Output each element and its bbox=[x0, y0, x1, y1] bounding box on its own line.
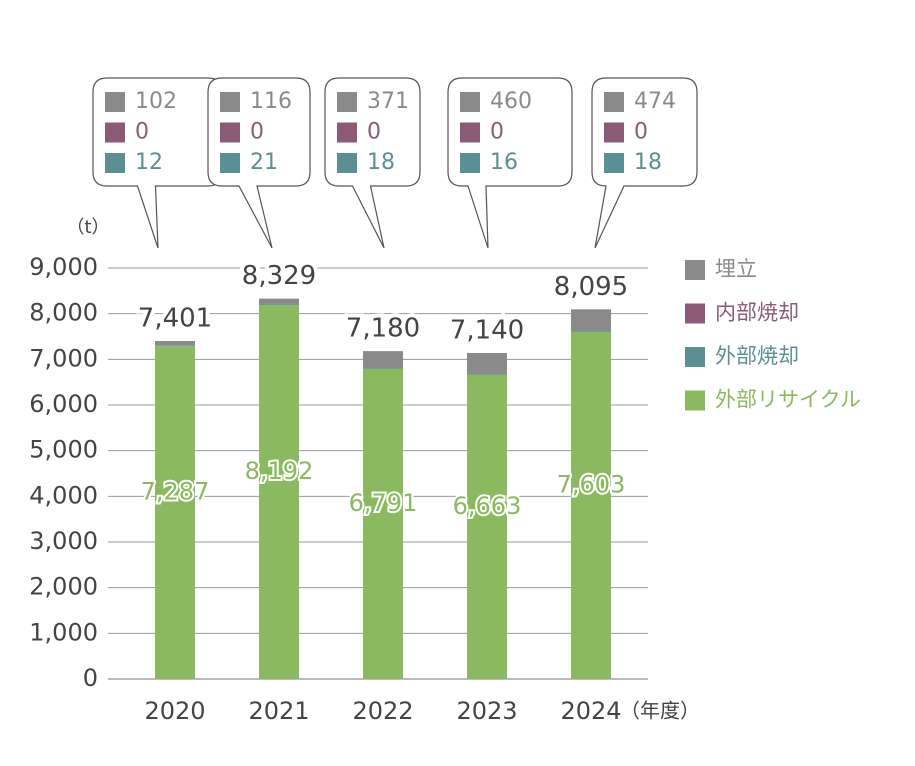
callout-swatch bbox=[337, 92, 357, 112]
bar-segment bbox=[571, 309, 611, 331]
legend-label: 埋立 bbox=[715, 257, 757, 281]
total-label: 8,095 bbox=[554, 272, 628, 302]
callout-value: 18 bbox=[367, 150, 395, 175]
callout-value: 0 bbox=[367, 120, 381, 145]
x-tick-label: 2024 bbox=[560, 697, 621, 725]
legend-swatch bbox=[685, 260, 705, 280]
bar-segment bbox=[363, 368, 403, 369]
y-tick-label: 9,000 bbox=[29, 253, 98, 281]
value-label: 8,192 bbox=[245, 457, 314, 485]
callout-swatch bbox=[220, 92, 240, 112]
total-label: 7,180 bbox=[346, 314, 420, 344]
bar-segment bbox=[155, 346, 195, 679]
callout-value: 0 bbox=[135, 120, 149, 145]
bar-segment bbox=[571, 330, 611, 332]
bar-segment bbox=[259, 304, 299, 679]
legend-label: 内部焼却 bbox=[715, 301, 799, 325]
legend-label: 外部リサイクル bbox=[715, 388, 861, 412]
callout-swatch bbox=[460, 122, 480, 143]
callout-swatch bbox=[604, 92, 624, 112]
y-tick-label: 5,000 bbox=[29, 436, 98, 464]
y-tick-label: 7,000 bbox=[29, 344, 98, 372]
callout bbox=[324, 77, 421, 249]
callout-swatch bbox=[220, 153, 240, 173]
callout bbox=[207, 77, 311, 249]
total-label: 8,329 bbox=[242, 261, 316, 291]
bar-segment bbox=[363, 368, 403, 679]
callout bbox=[447, 77, 573, 249]
bar-segment bbox=[571, 331, 611, 679]
y-unit: （t） bbox=[66, 217, 109, 238]
callout-value: 102 bbox=[135, 89, 177, 114]
total-label: 7,140 bbox=[450, 315, 524, 345]
y-tick-label: 2,000 bbox=[29, 573, 98, 601]
y-tick-label: 8,000 bbox=[29, 299, 98, 327]
callout-value: 460 bbox=[490, 89, 532, 114]
legend-label: 外部焼却 bbox=[715, 344, 799, 368]
y-tick-label: 0 bbox=[83, 664, 98, 692]
y-tick-label: 3,000 bbox=[29, 527, 98, 555]
callout-swatch bbox=[105, 92, 125, 112]
value-label: 6,791 bbox=[349, 489, 418, 517]
callout-swatch bbox=[460, 92, 480, 112]
callout-value: 16 bbox=[490, 150, 518, 175]
value-label: 7,603 bbox=[557, 470, 626, 498]
callout-swatch bbox=[460, 153, 480, 173]
callout-value: 474 bbox=[634, 89, 676, 114]
callout-value: 371 bbox=[367, 89, 409, 114]
callout-swatch bbox=[604, 122, 624, 143]
callout-swatch bbox=[105, 153, 125, 173]
y-tick-label: 6,000 bbox=[29, 390, 98, 418]
callout-value: 18 bbox=[634, 150, 662, 175]
callout-swatch bbox=[337, 153, 357, 173]
y-tick-label: 1,000 bbox=[29, 618, 98, 646]
legend-swatch bbox=[685, 303, 705, 324]
callout-value: 0 bbox=[634, 120, 648, 145]
total-label: 7,401 bbox=[138, 304, 212, 334]
bar-segment bbox=[363, 351, 403, 369]
callout-swatch bbox=[105, 122, 125, 143]
callout-value: 12 bbox=[135, 150, 163, 175]
bar-segment bbox=[155, 341, 195, 346]
y-tick-label: 4,000 bbox=[29, 481, 98, 509]
legend-swatch bbox=[685, 347, 705, 367]
x-tick-label: 2023 bbox=[456, 697, 517, 725]
x-tick-label: 2021 bbox=[248, 697, 309, 725]
value-label: 6,663 bbox=[453, 492, 522, 520]
legend-swatch bbox=[685, 390, 705, 411]
callout-value: 21 bbox=[250, 150, 278, 175]
x-unit: （年度） bbox=[620, 699, 700, 723]
bar-segment bbox=[467, 374, 507, 679]
callout-swatch bbox=[220, 122, 240, 143]
callout bbox=[591, 77, 698, 249]
callout-value: 0 bbox=[250, 120, 264, 145]
x-tick-label: 2020 bbox=[144, 697, 205, 725]
bar-segment bbox=[259, 303, 299, 305]
bar-segment bbox=[259, 298, 299, 304]
bar-segment bbox=[467, 373, 507, 375]
callout-value: 0 bbox=[490, 120, 504, 145]
bar-segment bbox=[155, 345, 195, 347]
callout-swatch bbox=[604, 153, 624, 173]
bar-segment bbox=[467, 352, 507, 374]
x-tick-label: 2022 bbox=[352, 697, 413, 725]
callout-swatch bbox=[337, 122, 357, 143]
value-label: 7,287 bbox=[141, 478, 210, 506]
callout-value: 116 bbox=[250, 89, 292, 114]
